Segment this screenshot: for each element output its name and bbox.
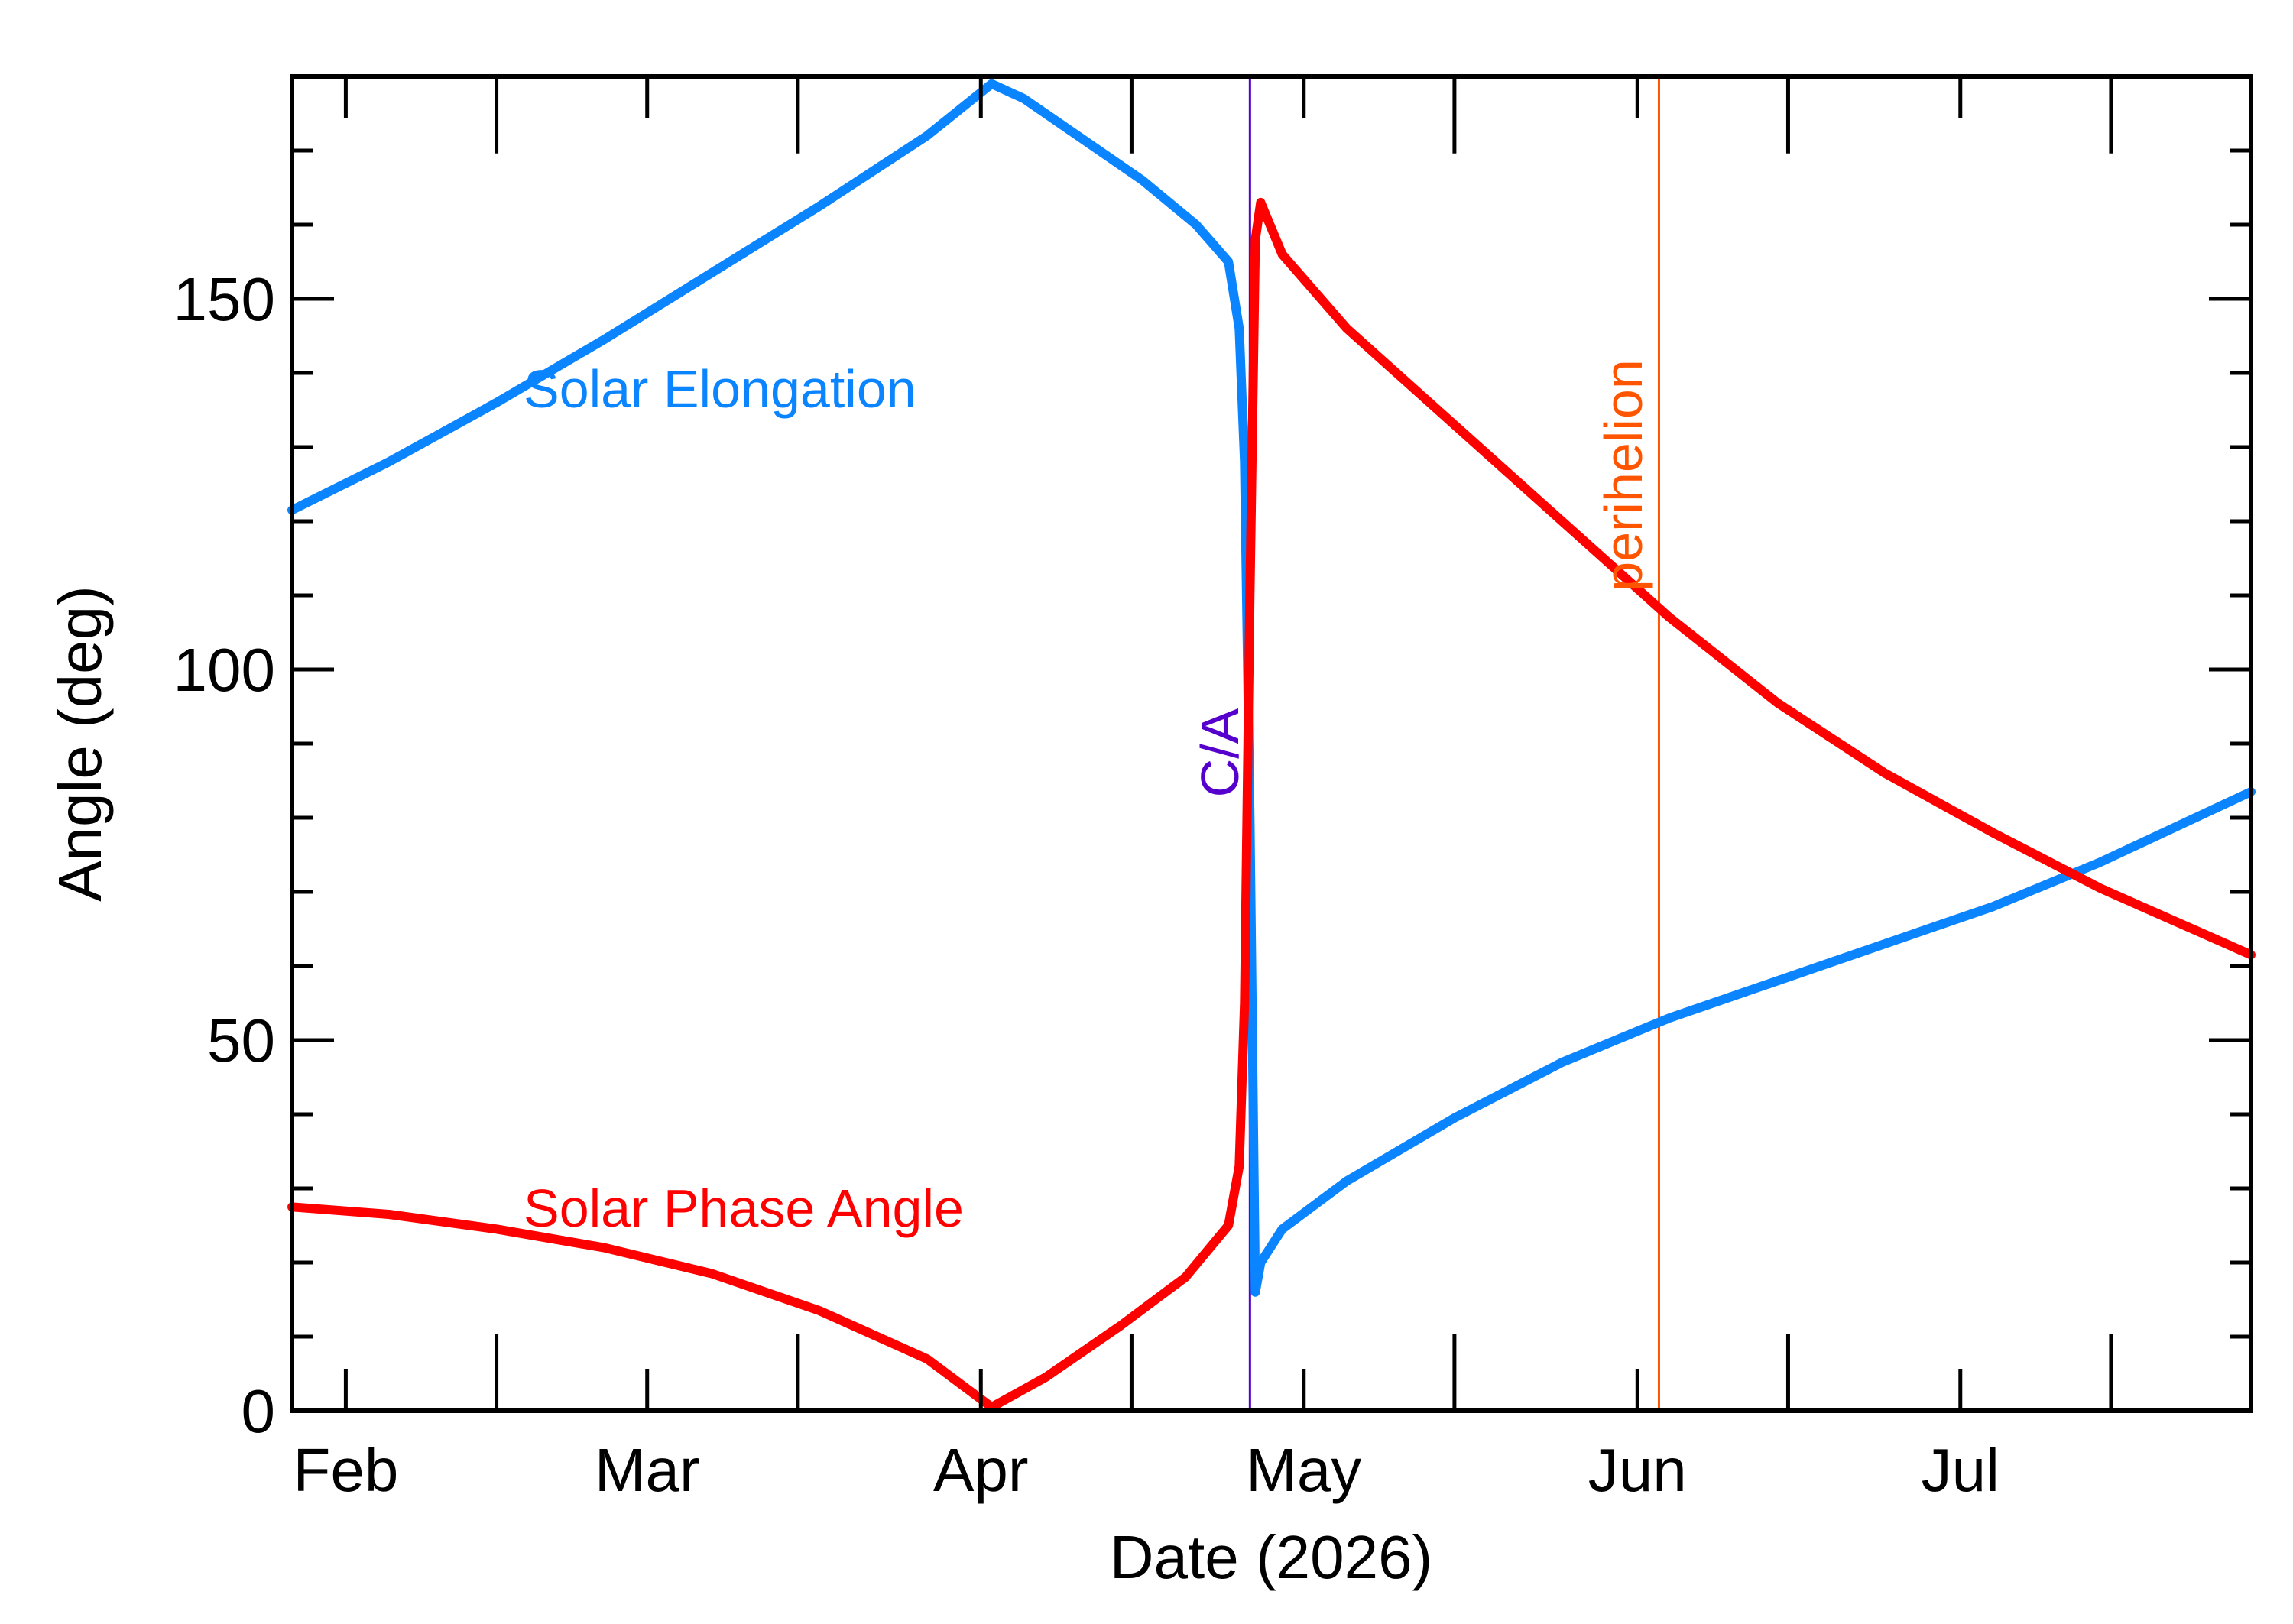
marker-label-perihelion: perihelion <box>1594 359 1653 592</box>
marker-label-ca: C/A <box>1190 708 1250 797</box>
y-tick-label: 100 <box>174 636 275 704</box>
annotation-solar-elongation: Solar Elongation <box>524 359 916 419</box>
x-tick-label: Mar <box>595 1436 700 1504</box>
series-line-solar-elongation <box>287 79 2256 1297</box>
x-tick-label: Jun <box>1588 1436 1687 1504</box>
x-tick-label: Feb <box>293 1436 398 1504</box>
plot-frame <box>290 74 2253 1413</box>
x-tick-label: May <box>1246 1436 1361 1504</box>
x-tick-label: Jul <box>1922 1436 1999 1504</box>
y-tick-label: 50 <box>207 1006 275 1075</box>
x-axis-title: Date (2026) <box>1110 1523 1432 1591</box>
series-layer <box>287 79 2256 1412</box>
y-tick-label: 0 <box>242 1377 276 1445</box>
annotation-solar-phase-angle: Solar Phase Angle <box>524 1178 964 1238</box>
x-tick-label: Apr <box>933 1436 1029 1504</box>
tick-layer <box>292 76 2251 1413</box>
series-line-solar-phase-angle <box>287 197 2256 1412</box>
label-layer: 0 50 100 150 Feb Mar Apr May Jun Jul <box>174 265 1999 1504</box>
y-axis-title: Angle (deg) <box>46 585 114 902</box>
y-tick-label: 150 <box>174 265 275 333</box>
